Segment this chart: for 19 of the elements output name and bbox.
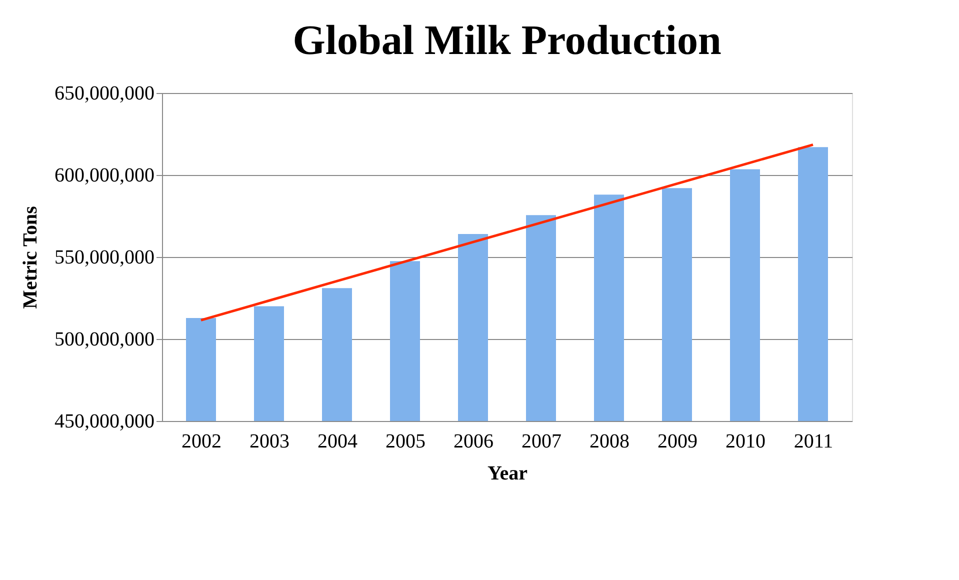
y-tick-label: 550,000,000 [54, 246, 154, 268]
x-tick-label: 2005 [386, 430, 426, 452]
x-tick-label: 2009 [658, 430, 698, 452]
x-tick-label: 2003 [250, 430, 290, 452]
x-tick-label: 2011 [794, 430, 834, 452]
chart-title: Global Milk Production [292, 18, 722, 64]
y-tick-label: 500,000,000 [54, 328, 154, 350]
y-tick-label: 650,000,000 [54, 82, 154, 104]
y-tick-label: 600,000,000 [54, 164, 154, 186]
x-tick-label: 2004 [318, 430, 358, 452]
x-tick-label: 2006 [454, 430, 494, 452]
x-tick-label: 2008 [590, 430, 630, 452]
x-tick-label: 2007 [522, 430, 562, 452]
x-tick-label: 2002 [182, 430, 222, 452]
y-axis-title: Metric Tons [20, 206, 42, 309]
x-tick-label: 2010 [726, 430, 766, 452]
y-tick-label: 450,000,000 [54, 410, 154, 432]
line-series [200, 143, 814, 322]
x-axis-title: Year [488, 462, 528, 484]
